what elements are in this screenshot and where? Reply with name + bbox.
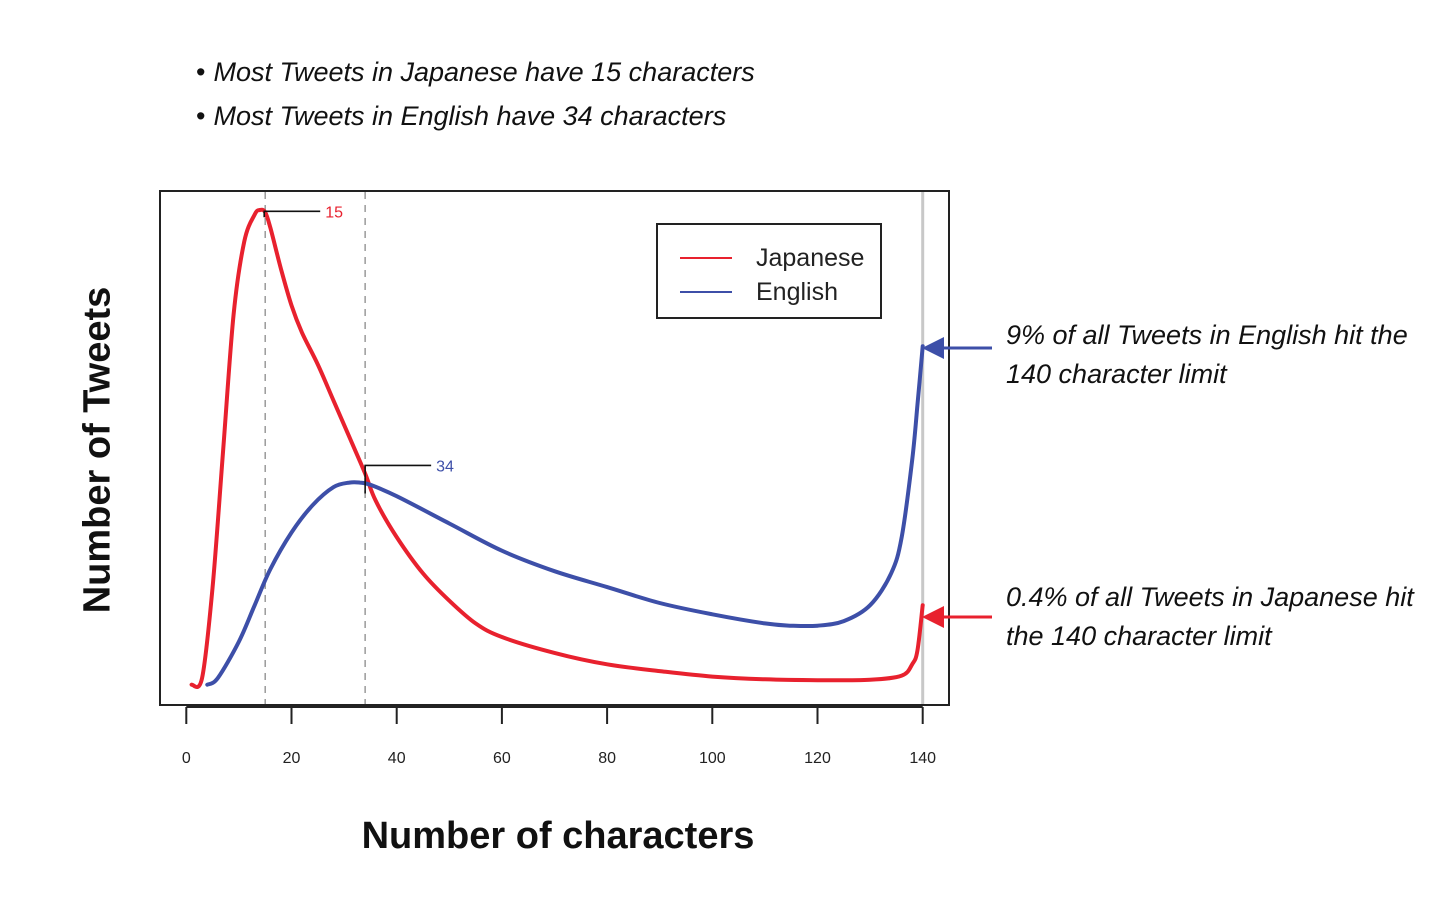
arrow-japanese-head bbox=[922, 606, 944, 628]
x-tick-label-80: 80 bbox=[598, 750, 616, 767]
peak-label-english: 34 bbox=[436, 458, 454, 475]
chart-legend: Japanese English bbox=[656, 223, 882, 319]
peak-leader-japanese bbox=[263, 210, 321, 218]
y-axis-title: Number of Tweets bbox=[76, 286, 119, 614]
bullet-japanese: • Most Tweets in Japanese have 15 charact… bbox=[196, 57, 755, 87]
summary-bullets: • Most Tweets in Japanese have 15 charact… bbox=[196, 50, 755, 138]
legend-item-japanese: Japanese bbox=[680, 241, 864, 275]
peak-leader-english bbox=[364, 464, 432, 494]
x-tick-label-0: 0 bbox=[182, 750, 191, 767]
x-tick-label-20: 20 bbox=[283, 750, 301, 767]
japanese-limit-annotation: 0.4% of all Tweets in Japanese hit the 1… bbox=[1006, 582, 1414, 651]
bullet-english-text: Most Tweets in English have 34 character… bbox=[213, 101, 727, 131]
x-axis: 0 20 40 60 80 100 120 140 bbox=[182, 706, 936, 767]
plot-frame bbox=[159, 190, 950, 706]
bullet-japanese-text: Most Tweets in Japanese have 15 characte… bbox=[213, 57, 755, 87]
english-limit-annotation: 9% of all Tweets in English hit the 140 … bbox=[1006, 320, 1408, 389]
x-tick-label-120: 120 bbox=[804, 750, 831, 767]
legend-swatch-japanese bbox=[680, 257, 732, 259]
x-tick-label-140: 140 bbox=[909, 750, 936, 767]
legend-swatch-english bbox=[680, 291, 732, 293]
annotation-arrows bbox=[922, 337, 992, 628]
legend-label-japanese: Japanese bbox=[756, 243, 865, 272]
x-tick-label-40: 40 bbox=[388, 750, 406, 767]
legend-item-english: English bbox=[680, 275, 838, 309]
bullet-english: • Most Tweets in English have 34 characte… bbox=[196, 101, 727, 131]
x-tick-label-100: 100 bbox=[699, 750, 726, 767]
arrow-english-head bbox=[922, 337, 944, 359]
peak-label-japanese: 15 bbox=[325, 204, 343, 221]
series-line-english bbox=[205, 344, 925, 687]
x-axis-title: Number of characters bbox=[361, 815, 755, 857]
x-tick-label-60: 60 bbox=[493, 750, 511, 767]
legend-label-english: English bbox=[756, 277, 838, 306]
